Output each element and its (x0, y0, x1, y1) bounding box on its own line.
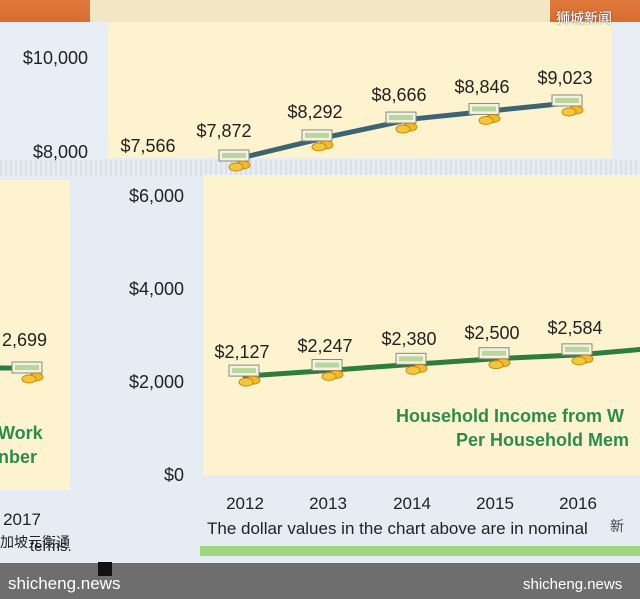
chart-note: The dollar values in the chart above are… (207, 519, 588, 538)
upper-extra-label: $7,566 (120, 136, 176, 156)
upper-label-2012: $7,872 (196, 121, 252, 141)
upper-point-2016 (551, 94, 584, 117)
upper-label-2015: $8,846 (454, 77, 510, 97)
note-left-cjk: 加坡元衡通 (0, 534, 70, 550)
bottom-green-bar (200, 546, 640, 556)
upper-label-2016: $9,023 (537, 68, 593, 88)
upper-label-2014: $8,666 (371, 85, 427, 105)
upper-point-2014 (385, 111, 418, 134)
x-tick-2012: 2012 (226, 494, 264, 513)
left-chart-panel (0, 180, 70, 490)
right-background (612, 22, 640, 158)
left-legend-line-2: nber (0, 447, 38, 467)
lower-point-2014 (395, 352, 428, 375)
lower-label-2015: $2,500 (464, 323, 520, 343)
y-tick-4000: $4,000 (128, 279, 184, 299)
x-tick-2016: 2016 (559, 494, 597, 513)
lower-label-2014: $2,380 (381, 329, 437, 349)
footer-right-text: shicheng.news (523, 576, 623, 593)
x-tick-2014: 2014 (393, 494, 431, 513)
upper-chart-panel (108, 22, 612, 158)
lower-point-2013 (311, 359, 344, 382)
x-tick-2013: 2013 (309, 494, 347, 513)
footer-block (98, 562, 112, 576)
lower-label-2016: $2,584 (547, 318, 603, 338)
upper-label-2013: $8,292 (287, 102, 343, 122)
left-background (0, 22, 108, 158)
watermark-right: 新 (610, 518, 624, 534)
x-tick-2017: 2017 (3, 510, 41, 529)
upper-point-2015 (468, 102, 501, 125)
left-partial-label: 2,699 (2, 330, 48, 350)
lower-point-2015 (478, 347, 511, 370)
y-tick-10000: $10,000 (22, 48, 88, 68)
legend-line-2: Per Household Mem (456, 430, 630, 450)
left-legend-line-1: Work (0, 423, 43, 443)
y-tick-6000: $6,000 (128, 186, 184, 206)
note-left-terms: terms. (30, 538, 72, 555)
dotted-divider (0, 160, 640, 176)
y-tick-0: $0 (163, 465, 184, 485)
y-tick-8000: $8,000 (32, 142, 88, 162)
y-tick-2000: $2,000 (128, 372, 184, 392)
main-chart-panel (203, 175, 640, 475)
upper-point-2013 (301, 129, 334, 152)
watermark-top: 狮城新闻 (556, 10, 612, 26)
top-banner-cut (90, 0, 550, 22)
lower-point-2016 (561, 343, 594, 366)
legend-line-1: Household Income from W (396, 406, 625, 426)
footer-left-text: shicheng.news (8, 574, 121, 593)
left-partial-point (11, 361, 44, 384)
upper-point-2012 (218, 149, 251, 172)
x-tick-2015: 2015 (476, 494, 514, 513)
lower-point-2012 (228, 364, 261, 387)
lower-label-2012: $2,127 (214, 342, 270, 362)
lower-label-2013: $2,247 (297, 336, 353, 356)
